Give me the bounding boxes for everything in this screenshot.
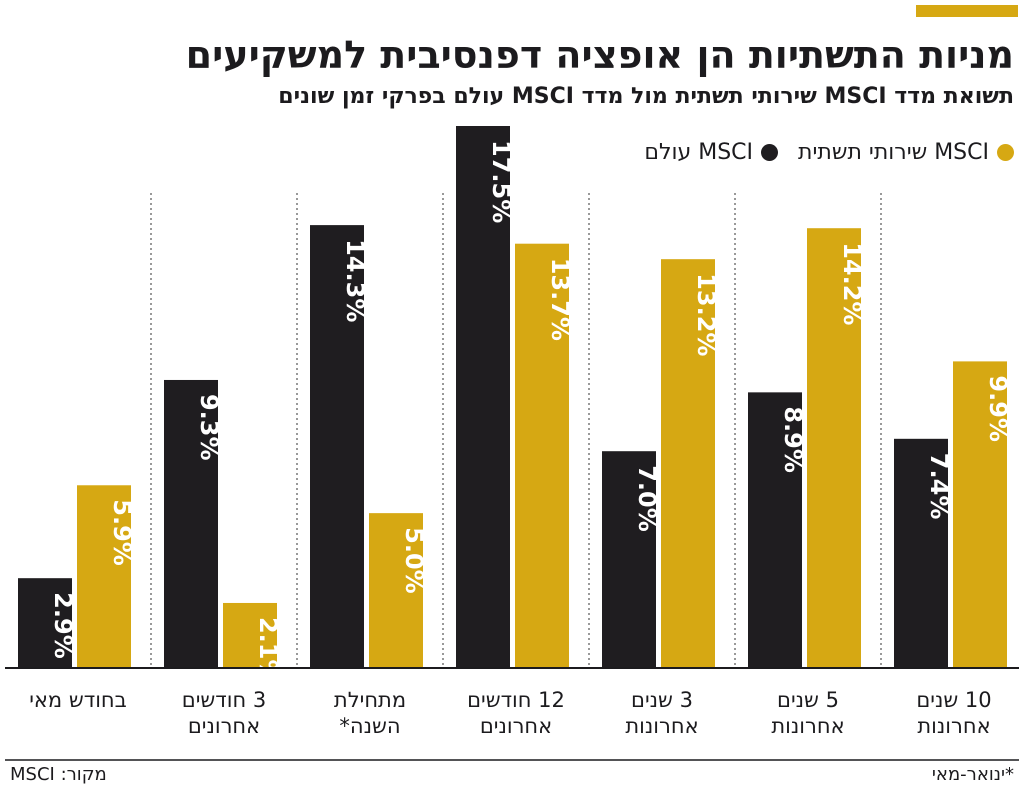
bar-infra [953,361,1007,668]
bar-world [18,578,72,668]
source-note: מקור: MSCI [10,764,107,785]
data-label: 7.4% [925,453,953,520]
bar-world [748,392,802,668]
legend-dot-world [761,144,779,161]
data-label: 8.9% [779,406,807,473]
data-label: 9.9% [984,375,1012,442]
data-label: 2.9% [49,592,77,659]
legend-label-infra: MSCI שירותי תשתית [798,140,989,165]
legend-dot-infra [997,144,1014,161]
category-label: 5 שנים [777,688,839,712]
data-label: 2.1% [254,617,282,684]
category-label: 3 חודשים [182,688,266,712]
bar-world [164,379,218,668]
category-label: אחרונות [625,714,698,738]
category-label: מתחילת [334,688,406,712]
chart-subtitle: תשואת מדד MSCI שירותי תשתית מול מדד MSCI… [278,84,1014,109]
data-label: 14.2% [838,242,866,325]
bar-world [456,126,510,668]
data-label: 5.9% [108,499,136,566]
data-label: 13.7% [546,258,574,341]
data-label: 9.3% [195,394,223,461]
bar-infra [661,259,715,668]
bar-world [310,225,364,668]
legend-item-infra: MSCI שירותי תשתית [798,140,1014,165]
category-label: אחרונות [771,714,844,738]
category-label: 10 שנים [916,688,991,712]
legend-label-world: MSCI עולם [644,140,754,165]
bar-world [894,438,948,668]
bar-infra [77,485,131,668]
category-label: השנה* [339,714,400,738]
bar-world [602,451,656,668]
chart-title: מניות התשתיות הן אופציה דפנסיבית למשקיעי… [185,33,1014,77]
legend-item-world: MSCI עולם [644,140,779,165]
category-label: 12 חודשים [467,688,565,712]
footnote: *ינואר-מאי [931,764,1014,785]
data-label: 13.2% [692,273,720,356]
data-label: 7.0% [633,465,661,532]
category-label: 3 שנים [631,688,693,712]
bar-infra [369,513,423,668]
category-label: בחודש מאי [29,688,127,712]
legend: MSCI שירותי תשתית MSCI עולם [624,140,1014,165]
bar-infra [807,228,861,668]
data-label: 14.3% [341,239,369,322]
data-label: 5.0% [400,527,428,594]
data-label: 17.5% [487,140,515,223]
category-label: אחרונים [188,714,260,738]
category-label: אחרונים [480,714,552,738]
bar-infra [515,243,569,669]
bar-infra [223,602,277,668]
accent-bar [916,5,1018,17]
category-label: אחרונות [917,714,990,738]
